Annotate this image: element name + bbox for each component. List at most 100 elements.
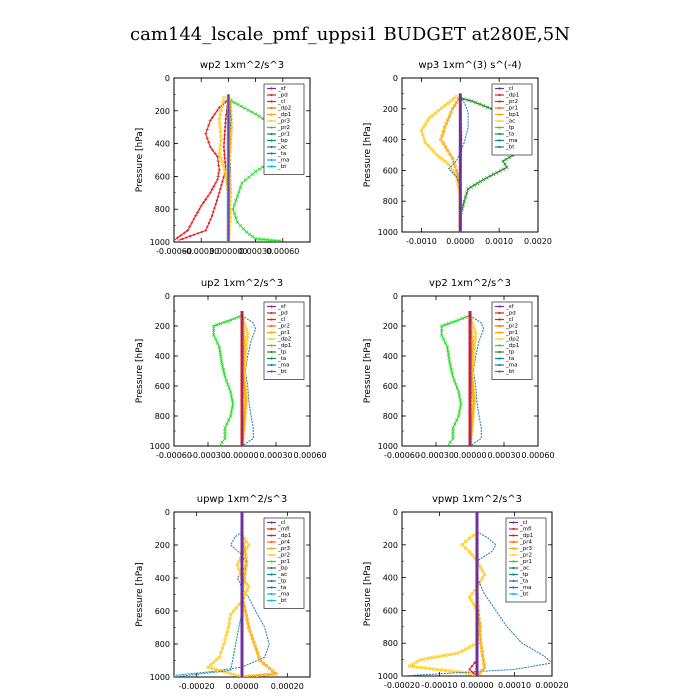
legend-marker (512, 540, 515, 544)
series-marker (218, 352, 223, 357)
series-marker (449, 652, 453, 657)
panel-title: vpwp 1xm^2/s^3 (432, 494, 522, 505)
legend-label: _ta (505, 356, 514, 362)
series-marker (429, 147, 433, 151)
y-tick-label: 800 (155, 412, 170, 421)
series-marker (225, 319, 230, 323)
legend-label: _dp1 (505, 343, 519, 349)
panel-5: upwp 1xm^2/s^3 0 200 400 600 800 1000 -0.00020 0… (135, 494, 311, 691)
series-marker (274, 671, 278, 676)
x-tick-label: 0.0020 (524, 237, 552, 246)
series-marker (458, 398, 462, 402)
legend-label: _dp1 (277, 533, 291, 539)
series-marker (194, 214, 198, 218)
series-marker (442, 103, 447, 108)
series-marker (228, 414, 233, 418)
series-marker (471, 395, 475, 400)
legend-label: _bt (277, 369, 287, 375)
legend-marker (498, 305, 501, 308)
series-marker (218, 142, 223, 147)
legend-marker (498, 324, 501, 328)
series-marker (443, 145, 448, 149)
series-marker (216, 174, 220, 178)
series-marker (439, 106, 444, 110)
series-marker (446, 349, 450, 353)
series-marker (451, 97, 456, 101)
y-tick-label: 800 (383, 412, 398, 421)
series-line-dp2 (441, 315, 471, 446)
series-marker (218, 147, 222, 151)
series-marker (243, 567, 248, 572)
x-tick-label: -0.00020 (179, 682, 215, 691)
series-marker (464, 546, 468, 550)
series-group (402, 512, 552, 676)
series-marker (245, 335, 250, 340)
figure-title: cam144_lscale_pmf_uppsi1 BUDGET at280E,5… (130, 24, 570, 45)
series-marker (270, 672, 274, 676)
legend-label: _ma (277, 363, 289, 369)
legend-label: _cl (277, 317, 286, 323)
panel-title: vp2 1xm^2/s^3 (429, 278, 511, 289)
legend-label: _bt (277, 598, 287, 604)
y-axis-label: Pressure [hPa] (363, 339, 373, 404)
legend-label: _ma (277, 592, 289, 598)
legend-label: _cl (277, 99, 286, 105)
y-tick-label: 800 (383, 197, 398, 206)
panel-2: wp3 1xm^(3) s^(-4) 0 200 400 600 800 1000 -0.00… (363, 60, 552, 246)
series-marker (234, 198, 238, 203)
series-marker (267, 666, 272, 671)
series-marker (443, 160, 448, 164)
legend-marker (270, 106, 273, 110)
series-marker (439, 328, 444, 333)
series-marker (251, 674, 256, 677)
series-marker (220, 104, 224, 108)
series-marker (175, 236, 179, 240)
series-marker (472, 183, 477, 187)
series-marker (217, 121, 222, 126)
legend-marker (498, 145, 501, 149)
series-marker (223, 161, 227, 164)
series-marker (472, 346, 476, 351)
series-marker (206, 194, 210, 198)
legend: _cl_mfl_dp1_pr4_pr3_pr2_pr1_bp_ac_tp_ta_… (263, 517, 305, 609)
legend-marker (270, 311, 273, 315)
series-marker (480, 569, 485, 573)
series-marker (450, 320, 454, 325)
series-marker (505, 165, 509, 170)
legend-marker (270, 318, 273, 321)
series-marker (485, 176, 489, 180)
series-marker (439, 324, 444, 328)
legend-label: _bp1 (505, 112, 519, 118)
series-marker (258, 658, 262, 663)
series-marker (269, 238, 273, 242)
series-marker (501, 159, 505, 163)
series-marker (455, 418, 459, 422)
legend-marker (270, 331, 273, 334)
legend-marker (498, 350, 501, 354)
series-marker (461, 203, 465, 207)
x-tick-label: 0.00060 (293, 451, 326, 460)
legend-label: _cl (277, 520, 286, 526)
legend-marker (270, 566, 273, 570)
legend-marker (512, 573, 515, 576)
x-tick-label: -0.00060 (156, 451, 192, 460)
series-marker (185, 236, 188, 239)
y-tick-label: 600 (155, 382, 170, 391)
series-marker (244, 581, 249, 586)
y-tick-label: 400 (155, 574, 170, 583)
legend-box (491, 83, 533, 156)
series-marker (441, 141, 445, 146)
series-marker (208, 145, 212, 149)
series-marker (247, 175, 251, 179)
legend-label: _tp (277, 350, 287, 356)
y-tick-label: 400 (383, 574, 398, 583)
series-marker (224, 121, 227, 125)
legend-label: _tp (505, 350, 515, 356)
series-marker (232, 203, 237, 207)
legend-marker (498, 132, 501, 136)
series-marker (218, 155, 223, 160)
legend-label: _pr1 (505, 106, 518, 112)
y-tick-label: 800 (155, 640, 170, 649)
series-marker (480, 668, 484, 673)
series-marker (488, 174, 493, 178)
